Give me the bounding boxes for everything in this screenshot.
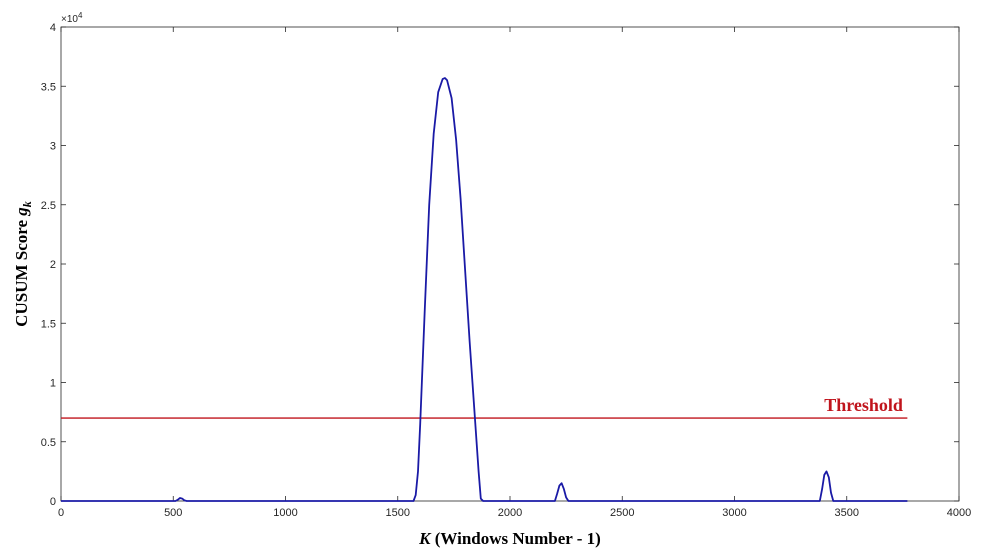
y-tick-label: 0	[50, 496, 56, 508]
x-tick-label: 1000	[273, 507, 297, 519]
x-tick-label: 1500	[386, 507, 410, 519]
x-axis-ticks: 0 500 1000 1500 2000 2500 3000 3500 4000	[58, 27, 971, 519]
y-tick-label: 2	[50, 259, 56, 271]
x-tick-label: 0	[58, 507, 64, 519]
x-tick-label: 4000	[947, 507, 971, 519]
y-tick-label: 3	[50, 141, 56, 153]
x-tick-label: 2500	[610, 507, 634, 519]
threshold-label: Threshold	[824, 395, 903, 415]
x-tick-label: 2000	[498, 507, 522, 519]
y-tick-label: 4	[50, 22, 56, 34]
y-axis-variable: g	[12, 207, 31, 217]
y-tick-label: 1.5	[41, 318, 56, 330]
x-axis-title: K (Windows Number - 1)	[418, 529, 601, 548]
y-axis-variable-subscript: k	[20, 201, 34, 207]
y-axis-exponent-power: 4	[78, 11, 83, 20]
x-axis-title-rest: (Windows Number - 1)	[431, 529, 601, 548]
series-line-cusum	[61, 77, 908, 502]
x-axis-variable: K	[418, 529, 432, 548]
y-axis-ticks: 0 0.5 1 1.5 2 2.5 3 3.5 4	[41, 22, 959, 508]
y-axis-title-main: CUSUM Score	[12, 216, 31, 327]
y-axis-title: CUSUM Score gk	[12, 201, 34, 327]
y-tick-label: 2.5	[41, 200, 56, 212]
y-tick-label: 1	[50, 378, 56, 390]
y-axis-exponent: ×104	[61, 11, 83, 25]
y-tick-label: 0.5	[41, 437, 56, 449]
x-tick-label: 3500	[835, 507, 859, 519]
plot-area	[60, 26, 960, 502]
x-tick-label: 3000	[722, 507, 746, 519]
y-tick-label: 3.5	[41, 81, 56, 93]
x-tick-label: 500	[164, 507, 182, 519]
